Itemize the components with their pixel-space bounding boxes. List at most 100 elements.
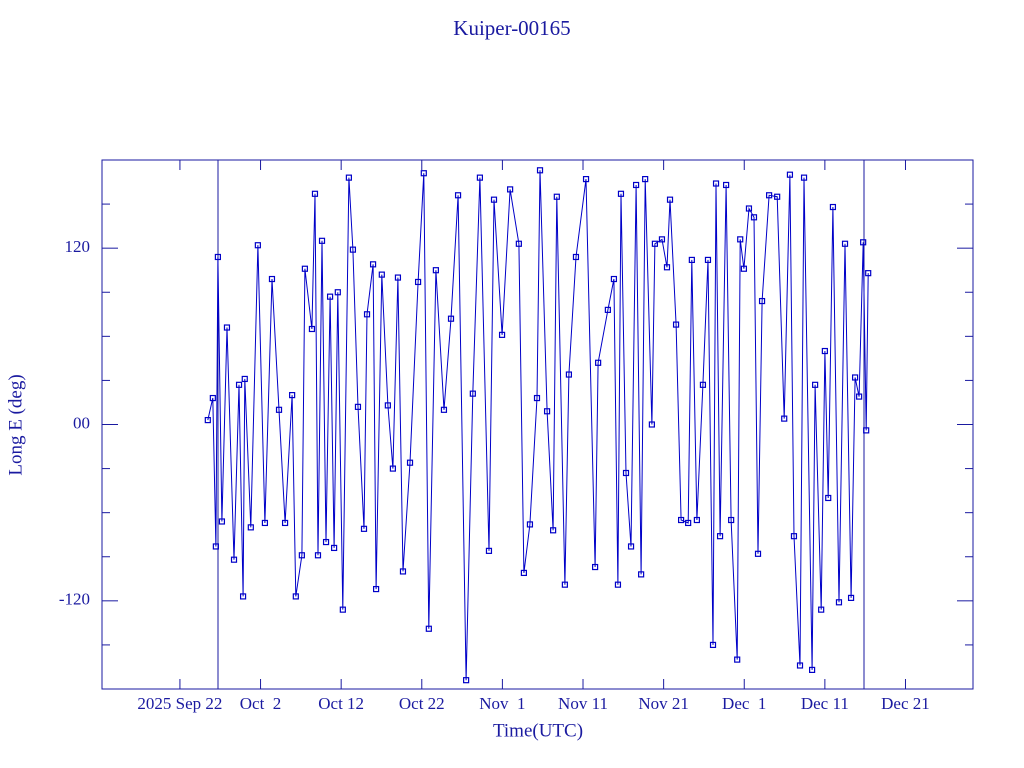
data-point <box>476 174 483 181</box>
data-point <box>663 264 671 271</box>
data-point <box>218 518 226 525</box>
data-point <box>818 606 825 613</box>
x-axis-label: Time(UTC) <box>493 720 583 741</box>
data-point <box>796 662 804 669</box>
data-point <box>595 359 602 366</box>
data-point <box>617 190 625 197</box>
data-point <box>463 677 470 684</box>
data-point <box>230 556 238 563</box>
data-point <box>774 193 781 200</box>
data-point <box>841 240 849 247</box>
data-point <box>372 585 380 593</box>
data-point <box>860 239 867 246</box>
data-point <box>440 406 448 413</box>
data-point <box>414 278 422 286</box>
data-point <box>632 181 640 189</box>
data-point <box>642 176 649 183</box>
series-line <box>207 170 869 681</box>
data-point <box>677 516 685 524</box>
data-point <box>339 606 346 613</box>
data-point <box>638 571 645 578</box>
x-tick-label: Dec 1 <box>722 694 766 713</box>
data-point <box>212 543 219 550</box>
chart-title: Kuiper-00165 <box>453 16 570 40</box>
data-point <box>454 192 462 199</box>
x-tick-label: Oct 22 <box>399 694 445 713</box>
x-tick-label: 2025 Sep 22 <box>137 694 222 713</box>
data-point <box>526 521 534 528</box>
x-tick-label: Nov 11 <box>558 694 608 713</box>
data-point <box>672 321 680 328</box>
data-point <box>790 533 798 540</box>
data-point <box>447 315 455 322</box>
data-point <box>622 469 630 477</box>
data-point <box>314 552 322 559</box>
data-point <box>758 297 766 305</box>
data-point <box>536 167 544 174</box>
data-point <box>281 519 289 527</box>
data-point <box>592 563 599 571</box>
data-point <box>308 325 316 333</box>
data-point <box>389 465 396 472</box>
data-point <box>363 311 371 318</box>
data-point <box>507 186 514 193</box>
data-point <box>322 538 330 546</box>
data-point <box>209 394 216 402</box>
data-point <box>829 203 837 211</box>
plot-area <box>204 167 872 684</box>
data-point <box>292 593 299 600</box>
data-point <box>740 265 748 272</box>
data-point <box>685 519 692 527</box>
data-point <box>399 568 407 575</box>
data-point <box>298 552 305 559</box>
data-point <box>658 236 666 243</box>
data-point <box>728 516 735 524</box>
data-point <box>406 459 414 466</box>
y-tick-label: -120 <box>59 590 90 609</box>
x-tick-label: Dec 21 <box>881 694 930 713</box>
data-point <box>247 524 254 531</box>
data-point <box>821 347 828 355</box>
data-point <box>311 190 319 197</box>
data-point <box>699 381 707 388</box>
data-point <box>865 270 872 277</box>
data-point <box>712 180 720 187</box>
data-point <box>378 271 385 278</box>
data-point <box>786 171 794 178</box>
data-point <box>745 205 753 212</box>
data-point <box>543 408 551 415</box>
x-tick-label: Oct 2 <box>240 694 282 713</box>
data-point <box>666 196 674 203</box>
data-point <box>809 666 816 673</box>
data-point <box>318 237 326 244</box>
data-point <box>716 533 724 540</box>
data-point <box>582 176 590 183</box>
data-point <box>614 581 622 588</box>
data-point <box>704 256 712 264</box>
data-point <box>561 581 568 588</box>
data-point <box>553 193 560 200</box>
data-point <box>550 527 557 534</box>
data-point <box>572 253 580 261</box>
data-point <box>856 393 863 400</box>
data-point <box>648 421 655 428</box>
data-point <box>469 390 476 397</box>
y-axis-label: Long E (deg) <box>5 374 26 475</box>
data-point <box>627 543 635 550</box>
data-point <box>326 293 334 300</box>
data-point <box>565 371 573 378</box>
data-point <box>345 174 352 181</box>
data-point <box>812 381 819 388</box>
data-point <box>268 275 276 283</box>
x-tick-label: Nov 21 <box>638 694 689 713</box>
x-tick-label: Nov 1 <box>479 694 525 713</box>
data-point <box>349 246 357 253</box>
data-point <box>425 625 432 632</box>
x-tick-label: Oct 12 <box>318 694 364 713</box>
data-point <box>825 494 832 502</box>
data-point <box>334 289 341 296</box>
data-point <box>394 274 402 281</box>
data-point <box>384 402 391 409</box>
data-point <box>533 394 541 402</box>
